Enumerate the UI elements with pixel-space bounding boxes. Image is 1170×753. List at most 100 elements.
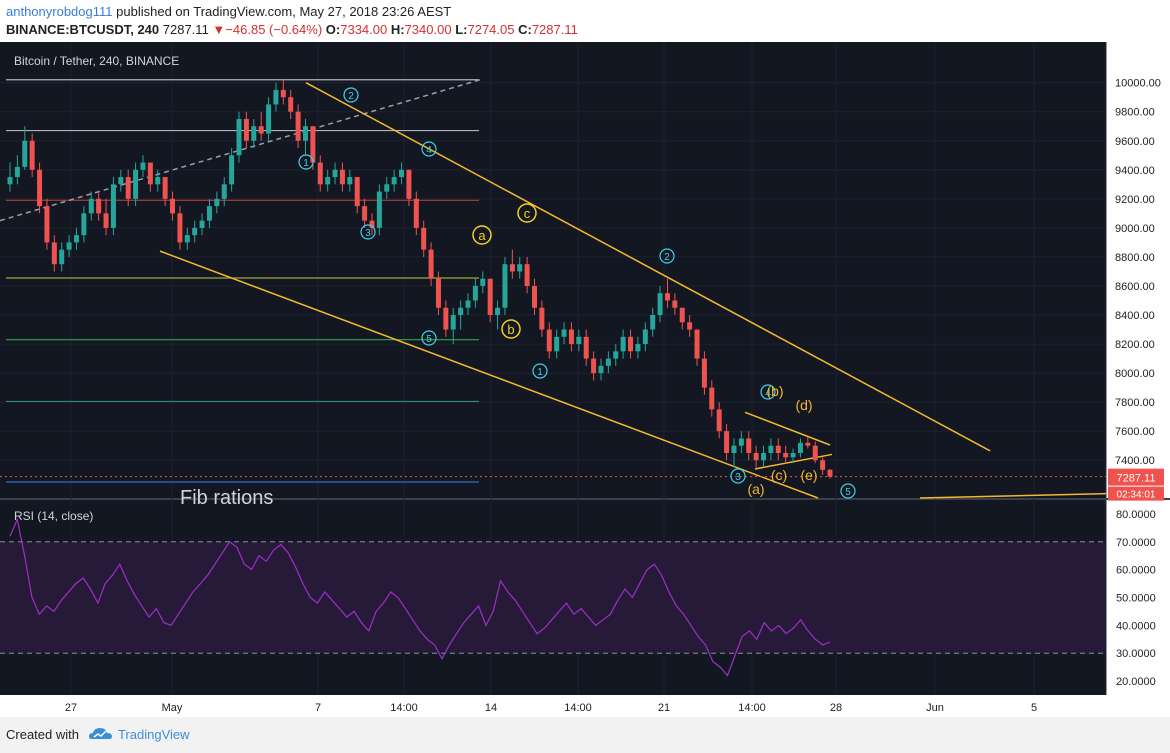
price-tick-label: 9600.00 <box>1115 136 1155 148</box>
time-tick-label: 27 <box>65 702 77 714</box>
wave-label: 1 <box>537 367 543 378</box>
candle-body <box>391 177 397 185</box>
price-tick-label: 9400.00 <box>1115 165 1155 177</box>
tradingview-brand[interactable]: TradingView <box>118 727 190 742</box>
rsi-tick-label: 70.0000 <box>1116 537 1156 549</box>
price-tick-label: 7400.00 <box>1115 455 1155 467</box>
candle-body <box>258 126 264 134</box>
candle-body <box>716 409 722 432</box>
triangle-wave-label: (a) <box>747 481 764 497</box>
wave-label: 5 <box>845 487 851 498</box>
candle-body <box>192 227 198 236</box>
candle-body <box>118 177 124 185</box>
price-tick-label: 8800.00 <box>1115 252 1155 264</box>
rsi-tick-label: 20.0000 <box>1116 676 1156 688</box>
close-label: C: <box>518 22 532 37</box>
candle-body <box>694 329 700 359</box>
candle-body <box>384 184 390 192</box>
candle-body <box>214 198 220 207</box>
last-price-label: 7287.11 <box>1117 473 1156 485</box>
wave-label: 3 <box>735 472 741 483</box>
rsi-series-line <box>9 517 831 677</box>
candle-body <box>546 329 552 352</box>
candle-body <box>347 177 353 185</box>
candle-body <box>761 452 767 461</box>
candle-body <box>524 264 530 286</box>
candle-body <box>495 307 501 316</box>
candle-body <box>133 169 139 199</box>
candle-body <box>635 344 641 352</box>
candle-body <box>96 198 102 214</box>
candle-body <box>428 249 434 279</box>
candle-body <box>820 460 826 470</box>
time-axis-panel <box>0 695 1170 717</box>
candle-body <box>487 278 493 316</box>
candle-body <box>450 315 456 330</box>
candle-body <box>797 442 803 453</box>
wave-label-circle <box>730 468 746 484</box>
candle-body <box>59 249 65 265</box>
wave-label: 2 <box>664 252 670 263</box>
candle-body <box>37 169 43 207</box>
candle-body <box>554 336 560 352</box>
channel-lower-line <box>159 250 819 499</box>
candle-body <box>229 155 235 185</box>
candle-body <box>679 307 685 323</box>
candle-body <box>657 293 663 316</box>
candle-body <box>605 358 611 366</box>
wave-label: 4 <box>426 145 432 156</box>
candle-body <box>576 336 582 345</box>
rsi-tick-label: 40.0000 <box>1116 620 1156 632</box>
candle-body <box>177 213 183 243</box>
time-tick-label: 7 <box>315 702 321 714</box>
candle-body <box>620 336 626 352</box>
candle-body <box>369 220 375 228</box>
candle-body <box>199 220 205 228</box>
last-price-tag <box>1108 468 1164 486</box>
price-tick-label: 7600.00 <box>1115 426 1155 438</box>
candle-body <box>827 469 833 477</box>
candle-body <box>288 97 294 112</box>
candle-body <box>295 111 301 141</box>
channel-upper-line <box>305 82 991 452</box>
high-value: 7340.00 <box>404 22 452 37</box>
candle-body <box>273 89 279 105</box>
candle-body <box>753 452 759 461</box>
candle-body <box>376 191 382 228</box>
triangle-wave-label: (b) <box>766 383 783 399</box>
candle-body <box>591 358 597 374</box>
chart-area[interactable]: 10000.00 9800.00 9600.00 9400.00 9200.00 9000… <box>0 42 1170 717</box>
author-link[interactable]: anthonyrobdog111 <box>6 4 113 19</box>
price-change: −46.85 (−0.64%) <box>225 22 323 37</box>
open-label: O: <box>325 22 341 37</box>
candle-body <box>155 177 161 185</box>
time-tick-label: May <box>162 702 183 714</box>
candle-body <box>221 184 227 199</box>
time-tick-label: 14:00 <box>738 702 766 714</box>
candle-body <box>354 177 360 207</box>
candle-body <box>539 307 545 330</box>
rsi-tick-label: 60.0000 <box>1116 565 1156 577</box>
candle-body <box>317 162 323 185</box>
price-tick-label: 7800.00 <box>1115 397 1155 409</box>
candle-body <box>22 140 28 167</box>
wave-label: 1 <box>303 158 309 169</box>
candle-body <box>687 322 693 330</box>
time-tick-label: 14:00 <box>564 702 592 714</box>
candle-body <box>140 162 146 170</box>
candle-body <box>51 242 57 265</box>
last-price: 7287.11 <box>162 22 209 37</box>
candle-body <box>435 278 441 308</box>
candle-body <box>724 431 730 453</box>
high-label: H: <box>390 22 405 37</box>
candle-body <box>399 169 405 178</box>
candle-body <box>509 264 515 272</box>
publish-info: published on TradingView.com, May 27, 20… <box>116 4 452 19</box>
candle-body <box>664 293 670 301</box>
candle-body <box>458 307 464 316</box>
annotation-text: Fib rations <box>180 487 273 509</box>
candle-body <box>184 235 190 243</box>
candle-body <box>170 198 176 214</box>
abc-label: b <box>507 322 514 337</box>
candle-body <box>413 198 419 228</box>
